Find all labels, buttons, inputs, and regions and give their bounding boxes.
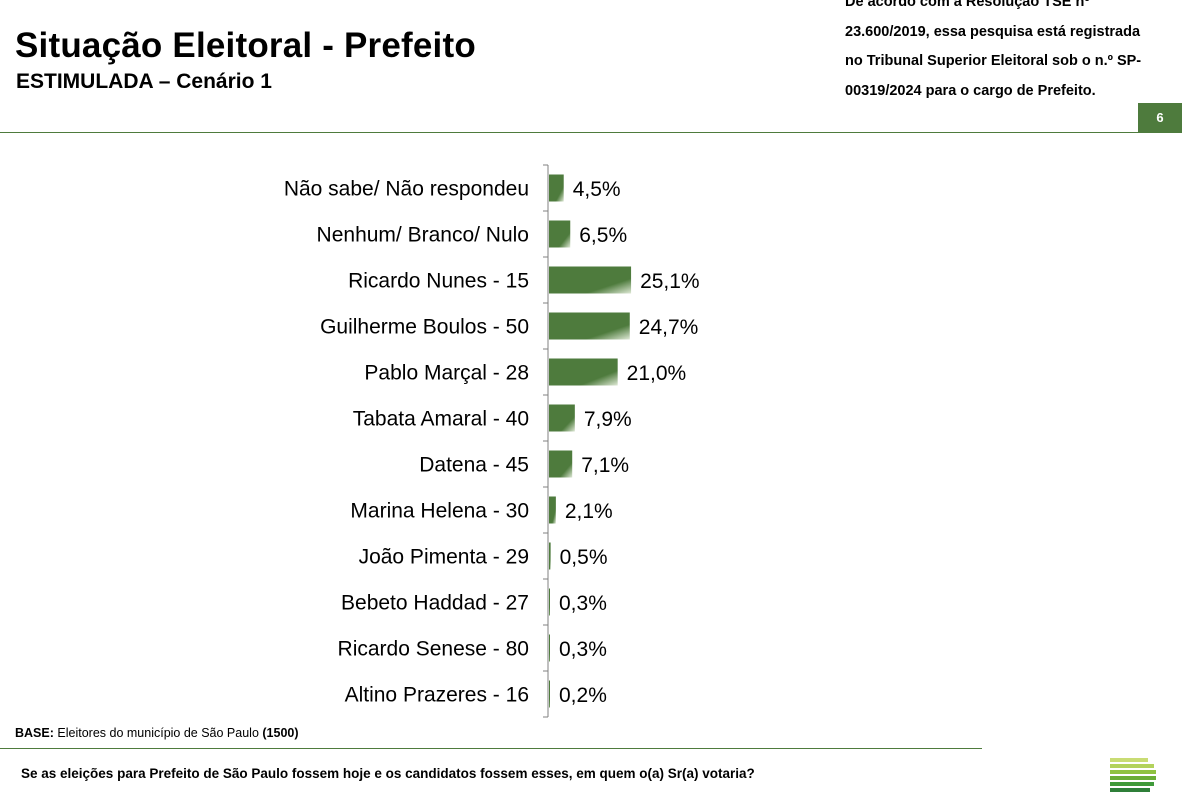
registration-notice: De acordo com a Resolução TSE nº 23.600/…: [845, 0, 1182, 106]
bar: [549, 588, 550, 616]
category-label: Não sabe/ Não respondeu: [284, 178, 529, 201]
category-label: Bebeto Haddad - 27: [341, 592, 529, 615]
survey-question: Se as eleições para Prefeito de São Paul…: [21, 766, 755, 781]
bar: [549, 220, 571, 248]
bar: [549, 358, 618, 386]
notice-line: De acordo com a Resolução TSE nº: [845, 0, 1090, 10]
page-subtitle: ESTIMULADA – Cenário 1: [16, 70, 272, 93]
data-label: 0,2%: [559, 684, 607, 707]
data-label: 4,5%: [573, 178, 621, 201]
category-label: Datena - 45: [419, 454, 529, 477]
data-label: 2,1%: [565, 500, 613, 523]
category-label: Ricardo Nunes - 15: [348, 270, 529, 293]
bar: [549, 404, 575, 432]
base-note: BASE: Eleitores do município de São Paul…: [15, 726, 299, 740]
data-label: 7,1%: [581, 454, 629, 477]
category-label: Tabata Amaral - 40: [353, 408, 529, 431]
bar: [549, 450, 573, 478]
data-label: 0,5%: [560, 546, 608, 569]
category-label: Marina Helena - 30: [350, 500, 529, 523]
category-label: Ricardo Senese - 80: [338, 638, 529, 661]
data-label: 24,7%: [639, 316, 699, 339]
data-label: 21,0%: [627, 362, 687, 385]
data-label: 25,1%: [640, 270, 700, 293]
data-label: 7,9%: [584, 408, 632, 431]
category-label: Guilherme Boulos - 50: [320, 316, 529, 339]
bar: [549, 496, 556, 524]
category-label: Altino Prazeres - 16: [345, 684, 529, 707]
base-count: (1500): [262, 726, 299, 740]
bar: [549, 680, 550, 708]
bar: [549, 174, 564, 202]
page-title: Situação Eleitoral - Prefeito: [15, 26, 476, 65]
page-number-badge: 6: [1138, 103, 1182, 132]
bar: [549, 542, 551, 570]
notice-line: 23.600/2019, essa pesquisa está registra…: [845, 23, 1141, 40]
category-label: Pablo Marçal - 28: [364, 362, 529, 385]
data-label: 0,3%: [559, 592, 607, 615]
footer-divider: [0, 748, 982, 749]
category-label: Nenhum/ Branco/ Nulo: [317, 224, 529, 247]
header-divider: [0, 132, 1182, 133]
brand-logo: [1108, 758, 1156, 796]
bar: [549, 266, 632, 294]
bar: [549, 312, 630, 340]
data-label: 6,5%: [579, 224, 627, 247]
bar-chart: Não sabe/ Não respondeu 4,5% Nenhum/ Branc…: [284, 164, 700, 718]
notice-line: no Tribunal Superior Eleitoral sob o n.º…: [845, 53, 1142, 69]
base-label: BASE:: [15, 726, 54, 740]
bar: [549, 634, 550, 662]
notice-line: 00319/2024 para o cargo de Prefeito.: [845, 82, 1096, 99]
base-text: Eleitores do município de São Paulo: [57, 726, 259, 740]
data-label: 0,3%: [559, 638, 607, 661]
category-label: João Pimenta - 29: [359, 546, 529, 569]
